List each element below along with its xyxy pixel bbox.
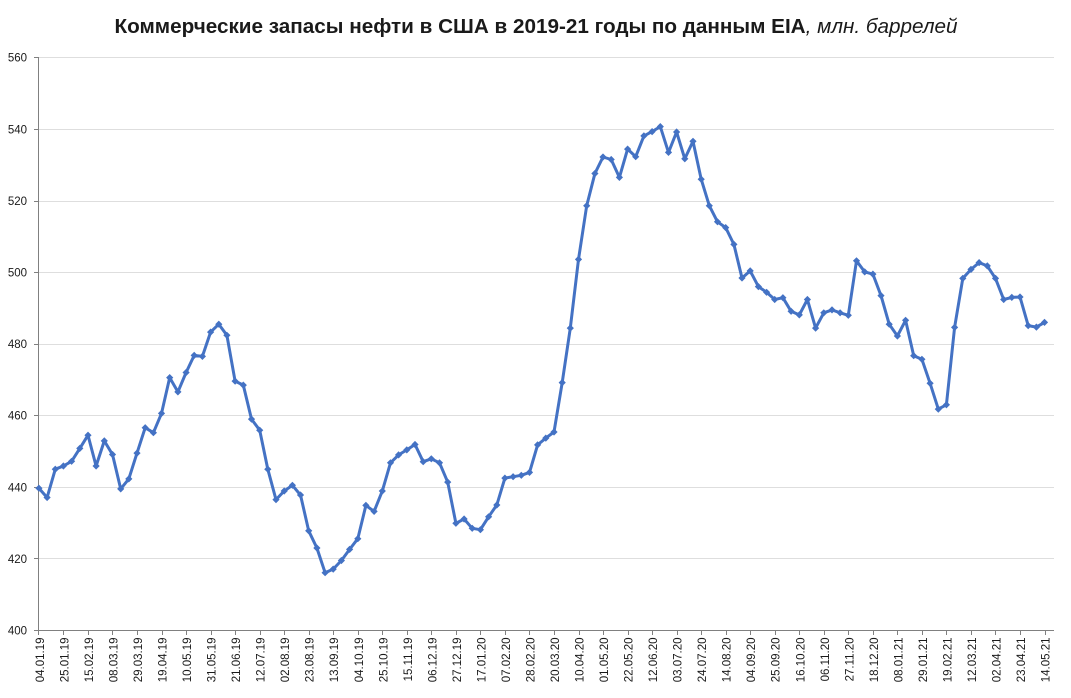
svg-text:10.04.20: 10.04.20 — [575, 638, 587, 683]
svg-text:560: 560 — [8, 53, 27, 65]
svg-text:07.02.20: 07.02.20 — [501, 638, 513, 683]
svg-text:04.01.19: 04.01.19 — [35, 638, 47, 683]
svg-text:06.12.19: 06.12.19 — [427, 638, 439, 683]
svg-text:21.06.19: 21.06.19 — [231, 638, 243, 683]
svg-text:540: 540 — [8, 124, 27, 136]
svg-text:400: 400 — [8, 626, 27, 638]
svg-text:28.02.20: 28.02.20 — [526, 638, 538, 683]
svg-text:03.07.20: 03.07.20 — [673, 638, 685, 683]
svg-text:14.05.21: 14.05.21 — [1041, 638, 1053, 683]
svg-text:25.09.20: 25.09.20 — [771, 638, 783, 683]
svg-text:25.01.19: 25.01.19 — [59, 638, 71, 683]
svg-text:13.09.19: 13.09.19 — [329, 638, 341, 683]
svg-text:520: 520 — [8, 196, 27, 208]
svg-text:12.03.21: 12.03.21 — [967, 638, 979, 683]
svg-text:12.06.20: 12.06.20 — [648, 638, 660, 683]
svg-text:19.02.21: 19.02.21 — [942, 638, 954, 683]
svg-text:Коммерческие запасы нефти в СШ: Коммерческие запасы нефти в США в 2019-2… — [114, 15, 958, 38]
svg-text:31.05.19: 31.05.19 — [207, 638, 219, 683]
svg-text:27.12.19: 27.12.19 — [452, 638, 464, 683]
svg-text:08.01.21: 08.01.21 — [893, 638, 905, 683]
svg-text:17.01.20: 17.01.20 — [476, 638, 488, 683]
svg-text:15.11.19: 15.11.19 — [403, 638, 415, 682]
svg-text:23.04.21: 23.04.21 — [1016, 638, 1028, 683]
svg-text:29.03.19: 29.03.19 — [133, 638, 145, 683]
svg-text:420: 420 — [8, 554, 27, 566]
svg-text:480: 480 — [8, 339, 27, 351]
svg-text:06.11.20: 06.11.20 — [820, 638, 832, 682]
svg-text:20.03.20: 20.03.20 — [550, 638, 562, 683]
svg-text:01.05.20: 01.05.20 — [599, 638, 611, 683]
svg-text:27.11.20: 27.11.20 — [844, 638, 856, 682]
svg-text:19.04.19: 19.04.19 — [158, 638, 170, 683]
svg-text:23.08.19: 23.08.19 — [305, 638, 317, 683]
svg-text:14.08.20: 14.08.20 — [722, 638, 734, 683]
svg-text:04.10.19: 04.10.19 — [354, 638, 366, 683]
svg-text:15.02.19: 15.02.19 — [84, 638, 96, 683]
svg-text:02.04.21: 02.04.21 — [992, 638, 1004, 683]
svg-text:02.08.19: 02.08.19 — [280, 638, 292, 683]
svg-text:500: 500 — [8, 268, 27, 280]
svg-text:18.12.20: 18.12.20 — [869, 638, 881, 683]
svg-text:04.09.20: 04.09.20 — [746, 638, 758, 683]
svg-text:12.07.19: 12.07.19 — [256, 638, 268, 683]
svg-text:440: 440 — [8, 482, 27, 494]
svg-text:08.03.19: 08.03.19 — [109, 638, 121, 683]
svg-text:460: 460 — [8, 411, 27, 423]
svg-text:16.10.20: 16.10.20 — [795, 638, 807, 683]
svg-text:10.05.19: 10.05.19 — [182, 638, 194, 683]
svg-text:24.07.20: 24.07.20 — [697, 638, 709, 683]
svg-text:25.10.19: 25.10.19 — [378, 638, 390, 683]
svg-text:29.01.21: 29.01.21 — [918, 638, 930, 683]
svg-text:22.05.20: 22.05.20 — [624, 638, 636, 683]
